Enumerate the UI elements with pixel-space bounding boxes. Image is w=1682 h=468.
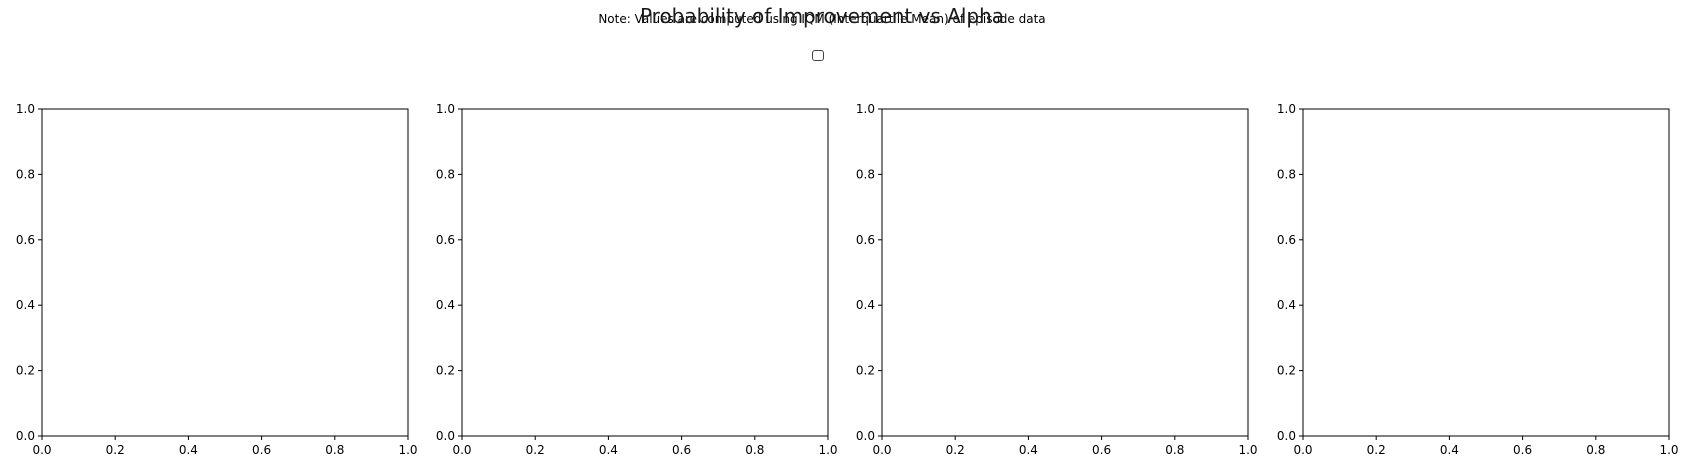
x-tick-label: 0.4 bbox=[1440, 443, 1459, 457]
y-tick-label: 0.4 bbox=[436, 298, 455, 312]
figure-title: Probability of Improvement vs Alpha bbox=[639, 4, 1005, 28]
y-tick-label: 1.0 bbox=[1277, 102, 1296, 116]
x-tick-label: 0.8 bbox=[1165, 443, 1184, 457]
y-tick-label: 0.0 bbox=[1277, 429, 1296, 443]
x-tick-label: 0.6 bbox=[672, 443, 691, 457]
y-tick-label: 1.0 bbox=[16, 102, 35, 116]
axes-frame-3 bbox=[881, 108, 1249, 437]
y-tick-label: 0.4 bbox=[856, 298, 875, 312]
x-tick-label: 0.6 bbox=[1513, 443, 1532, 457]
x-tick-label: 0.2 bbox=[946, 443, 965, 457]
y-tick-label: 0.8 bbox=[436, 167, 455, 181]
x-tick-label: 1.0 bbox=[818, 443, 837, 457]
y-tick-label: 0.0 bbox=[856, 429, 875, 443]
x-tick-label: 1.0 bbox=[398, 443, 417, 457]
y-tick-label: 0.4 bbox=[16, 298, 35, 312]
x-tick-label: 0.0 bbox=[872, 443, 891, 457]
y-tick-label: 0.0 bbox=[436, 429, 455, 443]
empty-legend bbox=[812, 50, 824, 61]
y-tick-label: 0.4 bbox=[1277, 298, 1296, 312]
figure-note: Note: Values are computed using IQM (Int… bbox=[598, 12, 1046, 26]
x-tick-label: 1.0 bbox=[1238, 443, 1257, 457]
y-tick-label: 0.2 bbox=[436, 364, 455, 378]
y-tick-label: 1.0 bbox=[436, 102, 455, 116]
x-tick-label: 0.0 bbox=[1293, 443, 1312, 457]
y-tick-label: 0.8 bbox=[856, 167, 875, 181]
x-tick-label: 1.0 bbox=[1659, 443, 1678, 457]
y-tick-label: 0.2 bbox=[16, 364, 35, 378]
x-tick-label: 0.0 bbox=[452, 443, 471, 457]
x-tick-label: 0.4 bbox=[179, 443, 198, 457]
axes-frame-2 bbox=[461, 108, 829, 437]
y-tick-label: 1.0 bbox=[856, 102, 875, 116]
y-tick-label: 0.8 bbox=[16, 167, 35, 181]
y-tick-label: 0.6 bbox=[436, 233, 455, 247]
y-tick-label: 0.6 bbox=[16, 233, 35, 247]
x-tick-label: 0.8 bbox=[325, 443, 344, 457]
x-tick-label: 0.6 bbox=[1092, 443, 1111, 457]
x-tick-label: 0.8 bbox=[745, 443, 764, 457]
x-tick-label: 0.2 bbox=[1367, 443, 1386, 457]
y-tick-label: 0.2 bbox=[856, 364, 875, 378]
x-tick-label: 0.4 bbox=[599, 443, 618, 457]
y-tick-label: 0.2 bbox=[1277, 364, 1296, 378]
x-tick-label: 0.8 bbox=[1586, 443, 1605, 457]
x-tick-label: 0.2 bbox=[106, 443, 125, 457]
y-tick-label: 0.6 bbox=[1277, 233, 1296, 247]
y-tick-label: 0.6 bbox=[856, 233, 875, 247]
axes-frame-4 bbox=[1302, 108, 1670, 437]
x-tick-label: 0.6 bbox=[252, 443, 271, 457]
x-tick-label: 0.2 bbox=[526, 443, 545, 457]
x-tick-label: 0.4 bbox=[1019, 443, 1038, 457]
x-tick-label: 0.0 bbox=[32, 443, 51, 457]
y-tick-label: 0.0 bbox=[16, 429, 35, 443]
y-tick-label: 0.8 bbox=[1277, 167, 1296, 181]
axes-frame-1 bbox=[41, 108, 409, 437]
